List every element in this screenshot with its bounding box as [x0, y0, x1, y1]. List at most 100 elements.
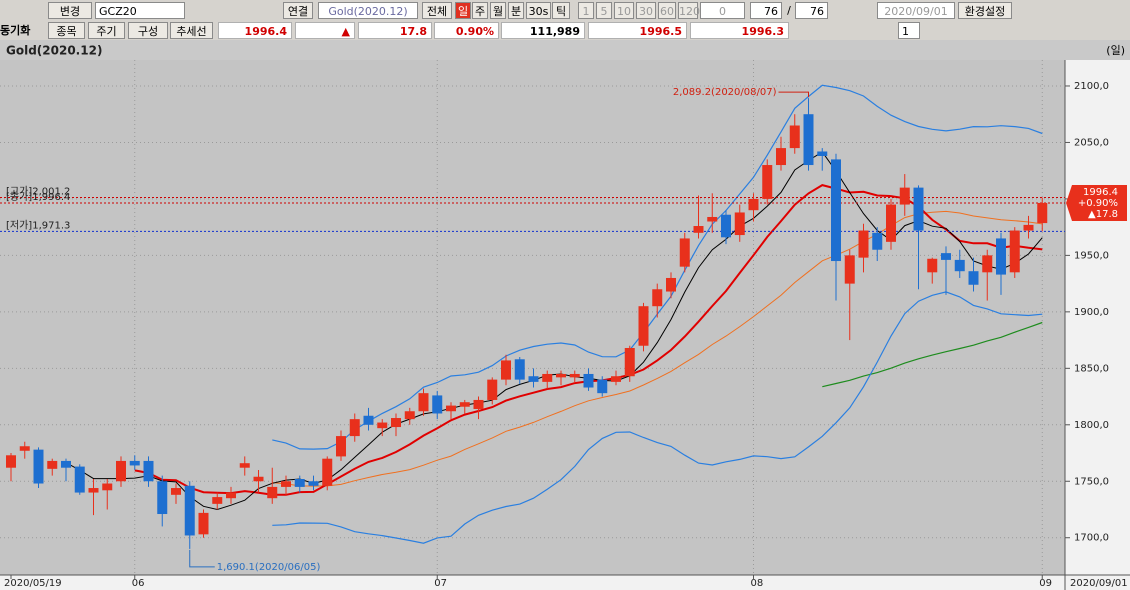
toolbar-item[interactable]: 추세선 [170, 22, 213, 39]
toolbar-item[interactable]: 분 [508, 2, 524, 19]
candle-body [707, 216, 718, 222]
candle-body [143, 460, 154, 482]
candle-body [322, 458, 333, 486]
y-tick-label: 1750,0 [1074, 476, 1109, 487]
period-label: (일) [1106, 43, 1125, 57]
x-tick-label: 06 [132, 578, 145, 589]
candle-body [638, 306, 649, 346]
toolbar-item[interactable]: 5 [596, 2, 612, 19]
candle-body [666, 277, 676, 292]
candle-body [473, 399, 484, 409]
toolbar-item[interactable]: 전체 [422, 2, 452, 19]
candle-body [74, 466, 85, 493]
candle-body [19, 446, 30, 451]
candle-body [157, 481, 168, 515]
candle-body [776, 148, 786, 166]
candle-body [116, 460, 126, 482]
toolbar-item[interactable]: 연결 [283, 2, 313, 19]
toolbar-item[interactable]: 주 [472, 2, 488, 19]
toolbar-item[interactable]: 120 [678, 2, 700, 19]
toolbar-item[interactable]: 환경설정 [958, 2, 1012, 19]
candle-body [349, 419, 360, 437]
toolbar-item[interactable]: 주기 [88, 22, 125, 39]
indicator-line [822, 321, 1043, 388]
candle-body [624, 347, 635, 377]
candle-body [542, 373, 553, 382]
toolbar-item[interactable]: 1 [578, 2, 594, 19]
toolbar-item[interactable]: 일 [455, 2, 471, 19]
candle-body [294, 479, 305, 487]
candle-body [927, 258, 938, 273]
candle-body [954, 259, 965, 272]
y-tick-label: 2100,0 [1074, 81, 1109, 92]
toolbar-item[interactable]: 구성 [128, 22, 168, 39]
toolbar-item[interactable]: 30 [636, 2, 656, 19]
candle-body [514, 359, 525, 380]
candle-body [583, 373, 594, 388]
candle-body [281, 481, 291, 487]
candle-body [47, 460, 58, 469]
toolbar-item[interactable]: 종목 [48, 22, 85, 39]
toolbar-item[interactable]: Gold(2020.12) [318, 2, 418, 19]
candle-body [996, 238, 1006, 275]
x-tick-label: 09 [1039, 578, 1052, 589]
note-arrow [189, 549, 215, 568]
candle-body [226, 492, 236, 499]
y-tick-label: 2050,0 [1074, 137, 1109, 148]
toolbar-item[interactable]: 76 [795, 2, 828, 19]
candle-body [487, 379, 498, 400]
toolbar-item[interactable]: GCZ20 [95, 2, 185, 19]
indicator-line [65, 151, 1043, 511]
note-arrow [778, 91, 809, 98]
candle-body [446, 405, 456, 412]
end-date: 2020/09/01 [1070, 578, 1128, 589]
indicator-line [272, 291, 1043, 544]
candle-body [198, 512, 209, 535]
chart: Gold(2020.12) (일) 1700,0 1750,0 1800,0 1850… [0, 40, 1130, 590]
candle-body [968, 271, 979, 285]
candle-body [693, 226, 704, 233]
toolbar-item: 111,989 [501, 22, 585, 39]
toolbar-item[interactable]: 틱 [552, 2, 570, 19]
candle-body [762, 165, 773, 199]
toolbar-item[interactable]: 30s [526, 2, 551, 19]
candle-body [102, 483, 113, 491]
low-note: 1,690.1(2020/06/05) [217, 562, 321, 573]
candle-body [858, 230, 869, 258]
last-box [1066, 184, 1127, 221]
candle-body [872, 232, 883, 250]
time-axis [0, 575, 1065, 590]
candle-body [391, 418, 401, 428]
toolbar-item: 0.90% [434, 22, 499, 39]
y-tick-label: 1800,0 [1074, 420, 1109, 431]
candle-body [171, 488, 181, 495]
chart-title: Gold(2020.12) [6, 44, 102, 58]
candle-body [459, 402, 470, 407]
toolbar-item[interactable]: 60 [658, 2, 676, 19]
price-line-label: [고가]2,001.2 [6, 186, 70, 198]
candle-body [913, 187, 924, 231]
candle-body [6, 455, 16, 468]
high-note: 2,089.2(2020/08/07) [673, 87, 777, 98]
toolbar-item: 17.8 [358, 22, 432, 39]
price-line-label: [저가]1,971.3 [6, 219, 70, 231]
toolbar-item[interactable]: 2020/09/01 [877, 2, 955, 19]
toolbar-item[interactable]: 10 [614, 2, 634, 19]
last-box-line: +0.90% [1078, 198, 1118, 209]
toolbar-item[interactable]: 변경 [48, 2, 92, 19]
toolbar-item[interactable]: 0 [700, 2, 745, 19]
toolbar-item[interactable]: 동기화 [0, 24, 31, 37]
candle-body [501, 360, 511, 380]
y-tick-label: 1900,0 [1074, 307, 1109, 318]
candle-body [1023, 224, 1034, 231]
toolbar-item[interactable]: 월 [490, 2, 506, 19]
y-tick-label: 1950,0 [1074, 250, 1109, 261]
toolbar-item[interactable]: 76 [750, 2, 782, 19]
x-tick-label: 08 [751, 578, 764, 589]
candle-body [734, 212, 745, 236]
toolbar-item: 1996.3 [690, 22, 789, 39]
toolbar-item[interactable]: / [787, 4, 791, 17]
candle-body [652, 289, 663, 307]
toolbar-item[interactable]: 1 [898, 22, 920, 39]
